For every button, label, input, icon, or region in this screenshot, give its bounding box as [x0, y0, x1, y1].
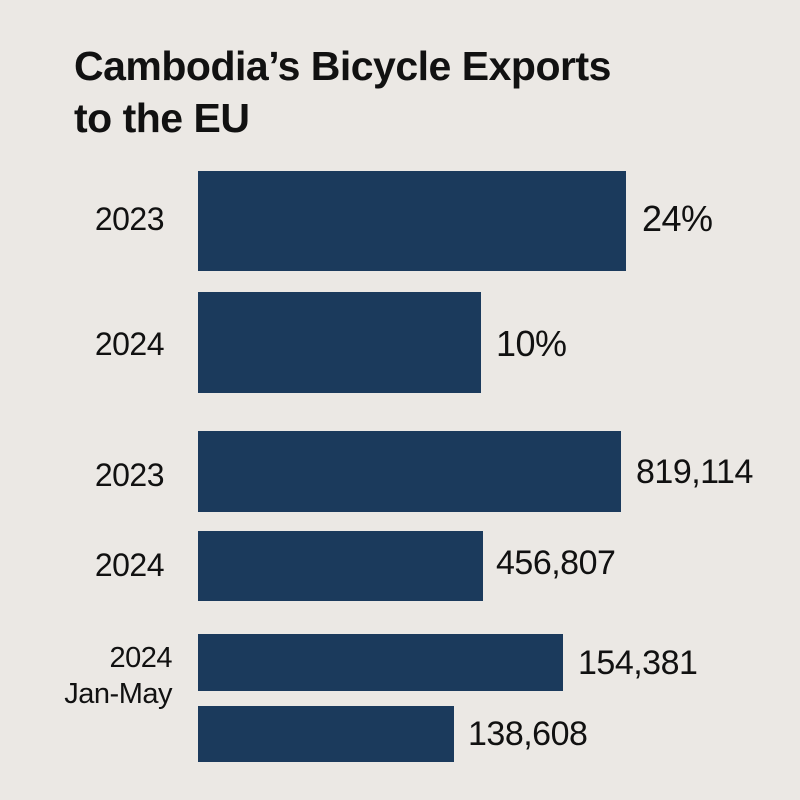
value-label: 10% [496, 323, 567, 364]
value-label: 154,381 [578, 644, 698, 682]
chart-title: Cambodia’s Bicycle Exports to the EU [74, 40, 774, 144]
bar [198, 706, 454, 762]
title-line-2: to the EU [74, 95, 250, 141]
category-label: 2024 Jan-May [64, 640, 172, 712]
value-label: 24% [642, 198, 713, 239]
bar [198, 292, 481, 393]
bar [198, 431, 621, 512]
value-label: 819,114 [636, 453, 753, 491]
bar [198, 634, 563, 691]
title-line-1: Cambodia’s Bicycle Exports [74, 43, 611, 89]
value-label: 138,608 [468, 715, 588, 753]
bar [198, 171, 626, 271]
bar [198, 531, 483, 601]
category-label: 2024 [94, 547, 165, 583]
category-label: 2023 [94, 457, 165, 493]
category-label: 2023 [94, 201, 165, 237]
value-label: 456,807 [496, 544, 616, 582]
group-label-year: 2024 [109, 642, 172, 674]
group-label-period: Jan-May [64, 678, 172, 710]
category-label: 2024 [94, 326, 165, 362]
